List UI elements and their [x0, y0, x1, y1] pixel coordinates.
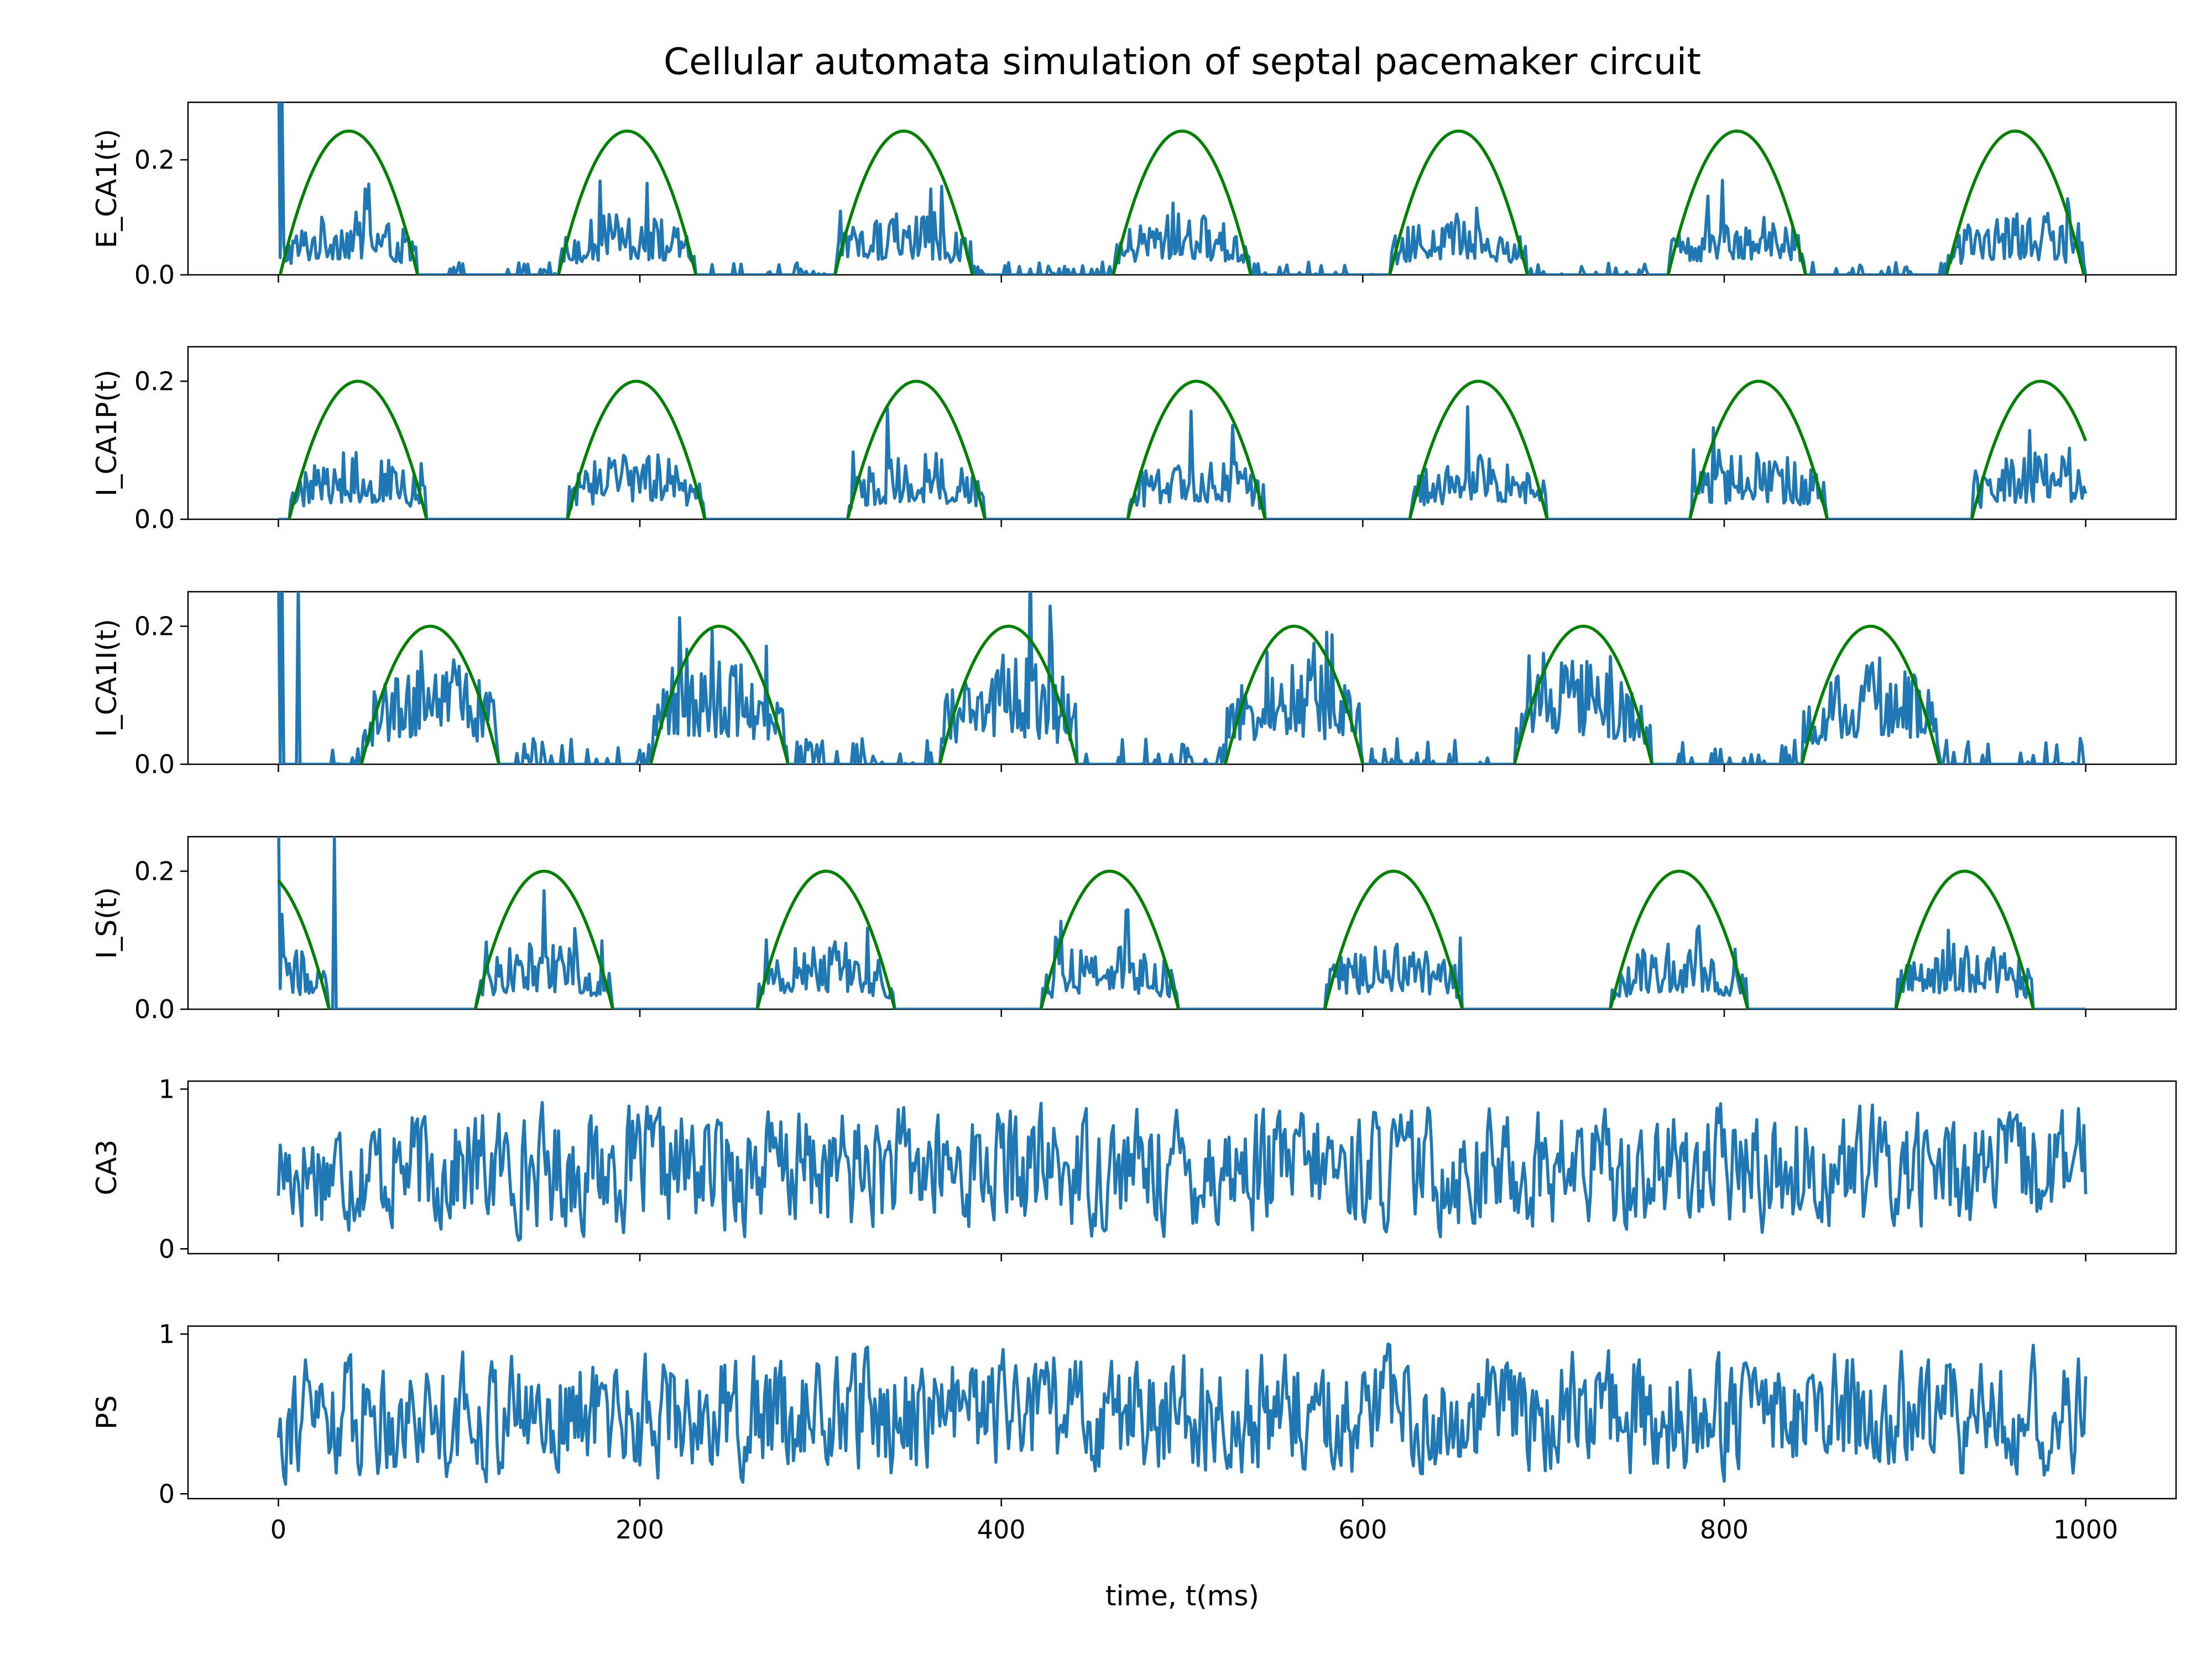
- envelope-arc-4: [1039, 869, 1180, 1009]
- envelope-arc-2: [566, 379, 707, 519]
- axes-frame: [187, 591, 2177, 765]
- x-tick-label: 1000: [2053, 1515, 2118, 1545]
- chart-title: Cellular automata simulation of septal p…: [664, 40, 1701, 83]
- subplot-5: 0 1 CA3: [91, 1074, 2177, 1264]
- envelope-arc-5: [1408, 379, 1549, 519]
- subplot-1: 0.0 0.2 E_CA1(t): [91, 101, 2177, 290]
- envelope-arc-3: [938, 624, 1079, 764]
- y-tick-label: 0.2: [134, 145, 175, 175]
- y-axis-label: E_CA1(t): [91, 129, 123, 248]
- y-axis-label: I_CA1P(t): [91, 369, 123, 496]
- series-line: [276, 1100, 2088, 1242]
- envelope-arc-7: [1970, 379, 2088, 519]
- x-tick-label: 800: [1700, 1515, 1749, 1545]
- y-axis-label: I_S(t): [91, 887, 123, 959]
- subplot-6: 0 1 PS: [91, 1319, 2177, 1509]
- series-line: [277, 837, 2086, 1009]
- y-tick-label: 0.2: [134, 856, 175, 886]
- y-axis-label: I_CA1I(t): [91, 619, 123, 737]
- y-tick-label: 0.0: [134, 994, 175, 1024]
- subplot-4: 0.0 0.2 I_S(t): [91, 836, 2177, 1024]
- y-tick-label: 0.2: [134, 366, 175, 396]
- subplot-3: 0.0 0.2 I_CA1I(t): [91, 591, 2177, 779]
- subplots: 0.0 0.2 E_CA1(t) 0.0 0.2 I_CA1P(t) 0.0 0.2 I_CA1…: [91, 101, 2177, 1545]
- axes-frame: [187, 1080, 2177, 1255]
- envelope-arc-1: [288, 379, 429, 519]
- y-tick-label: 0.0: [134, 749, 175, 779]
- series-line: [276, 1342, 2088, 1486]
- y-axis-label: PS: [91, 1395, 123, 1430]
- envelope-arc-6: [1609, 869, 1750, 1009]
- envelope-arc-6: [1666, 129, 1807, 275]
- y-tick-label: 0: [159, 1479, 175, 1509]
- x-tick-label: 600: [1338, 1515, 1387, 1545]
- y-tick-label: 0.0: [134, 504, 175, 534]
- envelope-arc-7: [1894, 869, 2035, 1009]
- x-tick-label: 200: [615, 1515, 664, 1545]
- series-line: [277, 592, 2086, 764]
- y-tick-label: 1: [159, 1319, 175, 1349]
- envelope-arc-4: [1224, 624, 1364, 764]
- axes-frame: [187, 346, 2177, 520]
- envelope-arc-2: [473, 869, 614, 1009]
- series-line: [277, 102, 2088, 275]
- x-axis-label: time, t(ms): [1105, 1580, 1259, 1612]
- envelope-arc-5: [1388, 129, 1529, 275]
- envelope-arc-1: [277, 879, 331, 1009]
- series-line: [278, 405, 2088, 519]
- y-tick-label: 0.0: [134, 260, 175, 290]
- y-tick-label: 0: [159, 1234, 175, 1264]
- envelope-arc-2: [557, 129, 698, 275]
- subplot-2: 0.0 0.2 I_CA1P(t): [91, 346, 2177, 534]
- y-tick-label: 1: [159, 1074, 175, 1104]
- envelope-arc-2: [649, 624, 790, 764]
- y-tick-label: 0.2: [134, 611, 175, 641]
- x-tick-label: 400: [977, 1515, 1026, 1545]
- envelope-arc-5: [1323, 869, 1464, 1009]
- envelope-arc-5: [1513, 624, 1653, 764]
- envelope-arc-7: [1945, 129, 2085, 275]
- envelope-arc-6: [1800, 624, 1941, 764]
- envelope-arc-3: [846, 379, 987, 519]
- envelope-arc-1: [360, 624, 500, 764]
- y-axis-label: CA3: [91, 1140, 123, 1196]
- envelope-arc-3: [755, 869, 896, 1009]
- envelope-arc-6: [1688, 379, 1829, 519]
- axes-frame: [187, 101, 2177, 276]
- axes-frame: [187, 1325, 2177, 1500]
- envelope-arc-3: [833, 129, 974, 275]
- envelope-arc-4: [1112, 129, 1253, 275]
- x-tick-label: 0: [270, 1515, 286, 1545]
- envelope-arc-1: [279, 129, 419, 275]
- envelope-arc-4: [1126, 379, 1267, 519]
